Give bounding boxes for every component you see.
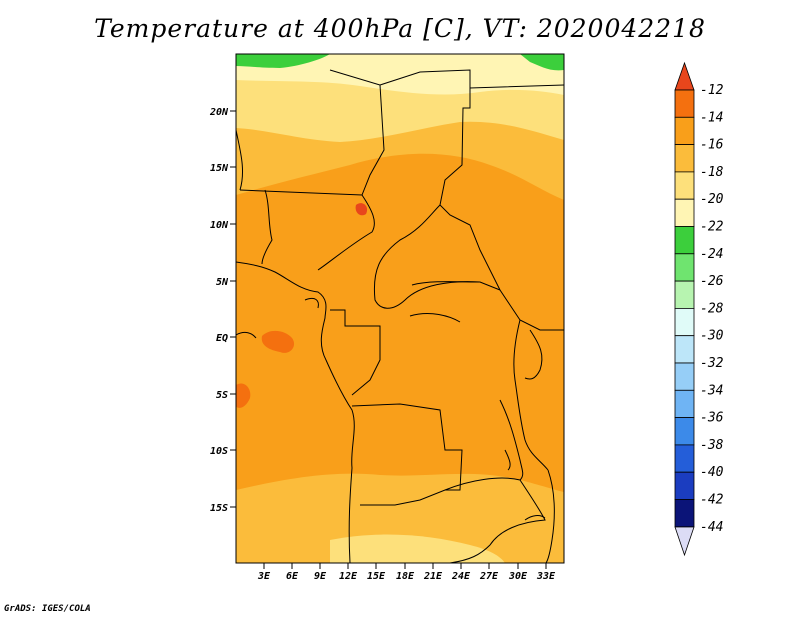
colorbar-segment	[674, 89, 695, 118]
colorbar-segment	[674, 144, 695, 173]
band-minus-20-south	[330, 534, 505, 563]
lat-tick-label: EQ	[216, 333, 228, 344]
colorbar-segment	[674, 198, 695, 227]
lat-tick-label: 10S	[210, 446, 228, 457]
colorbar-label: -30	[700, 329, 724, 344]
colorbar-segment	[674, 116, 695, 146]
lon-tick: 27E	[479, 563, 499, 582]
lon-tick-label: 21E	[423, 571, 443, 582]
colorbar-label: -36	[700, 411, 724, 426]
lon-tick-label: 15E	[367, 571, 386, 582]
lat-axis: 20N 15N 10N 5N EQ 5S 10S 15S	[209, 107, 236, 514]
lat-tick: 5S	[216, 390, 236, 401]
colorbar-bottom-arrow	[674, 526, 695, 557]
patch-minus-14-atlantic	[261, 330, 295, 353]
lat-tick-label: 15N	[210, 163, 229, 174]
colorbar-segment	[674, 471, 695, 500]
lon-tick: 9E	[314, 563, 327, 582]
lat-tick: 5N	[216, 277, 236, 288]
patch-minus-24-northwest	[236, 54, 330, 68]
colorbar-segment	[674, 335, 695, 364]
colorbar-label: -26	[700, 274, 724, 289]
band-minus-18-south	[236, 473, 564, 563]
lon-tick: 3E	[257, 563, 271, 582]
colorbar-label: -22	[700, 220, 724, 235]
lat-tick: 20N	[209, 107, 236, 118]
lon-tick: 30E	[508, 563, 528, 582]
lon-tick: 21E	[423, 563, 443, 582]
map-frame	[235, 53, 565, 564]
lon-tick: 12E	[339, 563, 358, 582]
colorbar-label: -18	[700, 165, 724, 180]
lon-tick-label: 24E	[451, 571, 471, 582]
lon-tick: 18E	[396, 563, 415, 582]
temperature-field	[236, 54, 564, 563]
colorbar-segment	[674, 499, 695, 528]
colorbar-segment	[674, 280, 695, 309]
lon-tick-label: 6E	[286, 571, 299, 582]
band-minus-22-north	[236, 54, 564, 95]
lon-axis: 3E 6E 9E 12E 15E 18E 21E 24E 27E 30E 33E	[257, 563, 556, 582]
colorbar-label: -44	[700, 520, 723, 535]
lat-tick-label: 15S	[210, 503, 228, 514]
lat-tick-label: 5N	[216, 277, 229, 288]
lon-tick-label: 33E	[536, 571, 556, 582]
colorbar-label: -20	[700, 192, 724, 207]
colorbar-segment	[674, 389, 695, 418]
colorbar-segment	[674, 253, 695, 282]
colorbar-segment	[674, 362, 695, 391]
colorbar-label: -42	[700, 493, 724, 508]
lat-tick: 15S	[210, 503, 236, 514]
colorbar-label: -24	[700, 247, 723, 262]
colorbar-label: -14	[700, 110, 723, 125]
lon-tick: 6E	[286, 563, 299, 582]
lon-tick-label: 27E	[479, 571, 499, 582]
lon-tick-label: 30E	[508, 571, 528, 582]
patch-minus-12	[355, 203, 368, 216]
colorbar-label: -40	[700, 465, 724, 480]
colorbar-segment	[674, 307, 695, 337]
colorbar-segment	[674, 444, 695, 473]
colorbar-label: -38	[700, 438, 724, 453]
country-boundaries	[236, 69, 564, 563]
lat-tick: EQ	[216, 333, 236, 344]
colorbar-top-arrow	[674, 61, 695, 91]
colorbar-label: -28	[700, 301, 724, 316]
colorbar	[674, 61, 695, 557]
lon-tick: 24E	[451, 563, 471, 582]
colorbar-segment	[674, 171, 695, 200]
lat-tick-label: 10N	[210, 220, 229, 231]
patch-minus-24-northeast	[520, 54, 564, 71]
colorbar-labels: -12 -14 -16 -18 -20 -22 -24 -26 -28 -30 …	[700, 83, 724, 535]
colorbar-label: -16	[700, 138, 724, 153]
map-title: Temperature at 400hPa [C], VT: 202004221…	[94, 14, 706, 43]
grads-credit: GrADS: IGES/COLA	[4, 604, 91, 614]
lon-tick-label: 18E	[396, 571, 415, 582]
lat-tick: 10N	[210, 220, 236, 231]
lon-tick: 15E	[367, 563, 386, 582]
lon-tick: 33E	[536, 563, 556, 582]
patch-minus-14-west	[236, 383, 251, 408]
lon-tick-label: 3E	[257, 571, 271, 582]
lon-tick-label: 12E	[339, 571, 358, 582]
colorbar-segment	[674, 226, 695, 255]
lon-tick-label: 9E	[314, 571, 327, 582]
lat-tick: 15N	[210, 163, 236, 174]
lat-tick-label: 20N	[209, 107, 229, 118]
colorbar-label: -32	[700, 356, 724, 371]
lat-tick: 10S	[210, 446, 236, 457]
lat-tick-label: 5S	[216, 390, 228, 401]
colorbar-label: -34	[700, 383, 723, 398]
colorbar-label: -12	[700, 83, 724, 98]
colorbar-segment	[674, 417, 695, 446]
